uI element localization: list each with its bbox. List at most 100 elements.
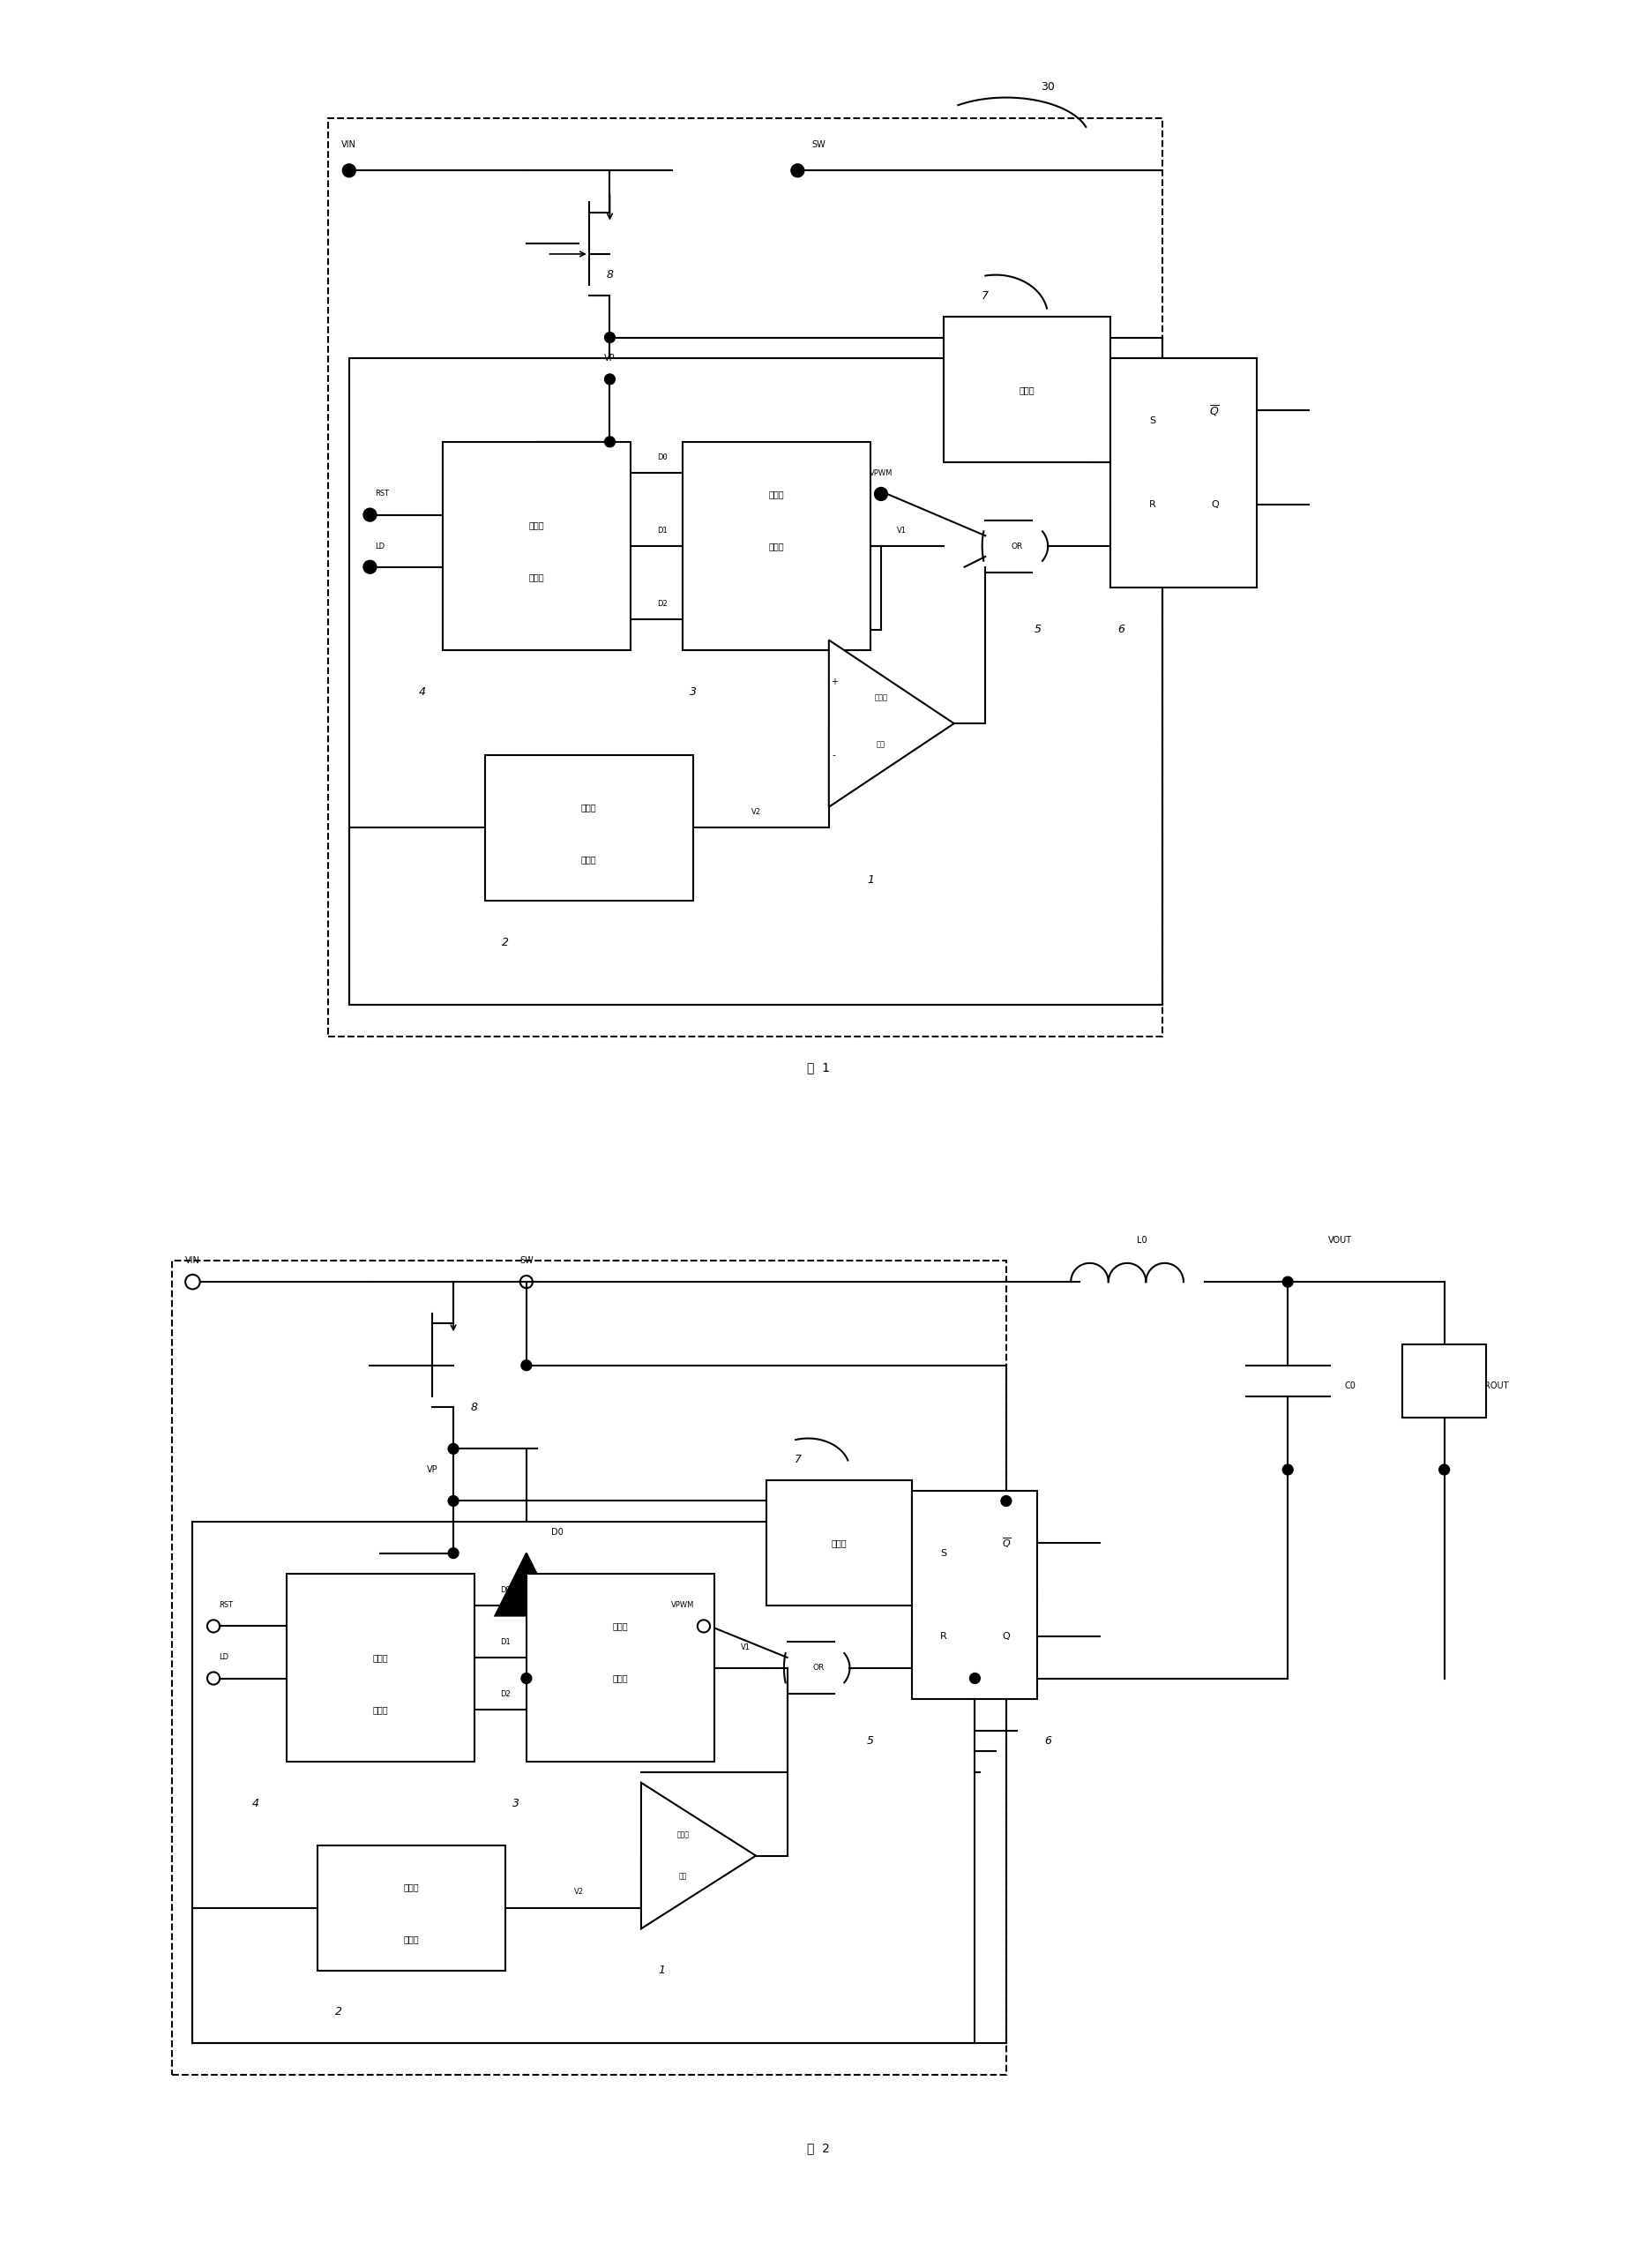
Circle shape	[342, 163, 355, 177]
Text: LD: LD	[219, 1653, 229, 1662]
Circle shape	[604, 331, 615, 342]
Text: S: S	[941, 1549, 946, 1558]
Circle shape	[1001, 1497, 1011, 1506]
Bar	[682, 442, 870, 651]
Text: SW: SW	[519, 1256, 533, 1266]
Circle shape	[363, 560, 376, 574]
Text: +: +	[829, 678, 838, 687]
Circle shape	[448, 1445, 458, 1454]
Text: 电流采: 电流采	[581, 803, 597, 812]
Bar	[766, 1481, 911, 1606]
Text: 30: 30	[1040, 82, 1054, 93]
Text: VPWM: VPWM	[869, 469, 892, 476]
Text: D1: D1	[501, 1637, 510, 1647]
Text: D0: D0	[551, 1529, 563, 1538]
Text: 值模块: 值模块	[612, 1674, 628, 1683]
Text: 振荡器: 振荡器	[1019, 386, 1034, 395]
Bar	[443, 442, 630, 651]
Text: 图  2: 图 2	[807, 2141, 829, 2155]
Text: 电流阈: 电流阈	[612, 1622, 628, 1631]
Text: 6: 6	[1117, 624, 1124, 635]
Text: 限流比: 限流比	[874, 694, 887, 701]
Text: D0: D0	[501, 1585, 510, 1594]
Bar	[348, 358, 1162, 1005]
Text: D2: D2	[656, 599, 667, 608]
Text: OR: OR	[811, 1665, 825, 1672]
Text: ROUT: ROUT	[1484, 1381, 1508, 1390]
Text: 电流采: 电流采	[404, 1882, 419, 1892]
Text: 8: 8	[605, 270, 614, 281]
Text: 6: 6	[1044, 1735, 1050, 1746]
Circle shape	[790, 163, 803, 177]
Text: C0: C0	[1345, 1381, 1355, 1390]
Text: 分频计: 分频计	[373, 1653, 388, 1662]
Text: 值模块: 值模块	[769, 542, 784, 551]
Text: 4: 4	[252, 1799, 258, 1810]
Circle shape	[604, 374, 615, 386]
Circle shape	[520, 1361, 532, 1370]
Text: L0: L0	[1135, 1236, 1147, 1245]
Circle shape	[1283, 1277, 1292, 1286]
Circle shape	[604, 435, 615, 447]
Text: $\overline{Q}$: $\overline{Q}$	[1209, 404, 1219, 417]
Text: 1: 1	[658, 1964, 666, 1975]
Bar	[1109, 358, 1256, 587]
Text: 4: 4	[419, 687, 425, 699]
Text: D2: D2	[501, 1690, 510, 1699]
Text: V1: V1	[739, 1642, 749, 1651]
Circle shape	[1438, 1465, 1449, 1474]
Text: 振荡器: 振荡器	[831, 1538, 846, 1547]
Text: 较器: 较器	[877, 739, 885, 748]
Text: R: R	[939, 1633, 947, 1642]
Text: 5: 5	[1034, 624, 1040, 635]
Bar	[527, 1574, 713, 1762]
Text: Q: Q	[1211, 499, 1217, 508]
Text: SW: SW	[811, 141, 825, 150]
Text: LD: LD	[375, 542, 384, 551]
Bar	[911, 1490, 1037, 1699]
Bar	[1402, 1345, 1485, 1418]
Text: 2: 2	[335, 2007, 342, 2019]
Text: 较器: 较器	[679, 1873, 687, 1880]
Text: 2: 2	[502, 937, 509, 948]
Bar	[286, 1574, 474, 1762]
Text: -: -	[831, 751, 836, 760]
Text: 数模块: 数模块	[528, 574, 545, 583]
Text: 3: 3	[689, 687, 697, 699]
Polygon shape	[641, 1783, 756, 1928]
Bar	[942, 318, 1109, 463]
Circle shape	[1283, 1465, 1292, 1474]
Text: VOUT: VOUT	[1327, 1236, 1351, 1245]
Text: 8: 8	[471, 1402, 478, 1413]
Polygon shape	[828, 640, 954, 807]
Bar	[317, 1846, 506, 1971]
Bar	[193, 1522, 975, 2043]
Text: 电流阈: 电流阈	[769, 490, 784, 499]
Text: D0: D0	[656, 454, 667, 460]
Circle shape	[969, 1674, 980, 1683]
Text: 样模块: 样模块	[404, 1935, 419, 1944]
Polygon shape	[494, 1554, 558, 1615]
Text: S: S	[1148, 417, 1155, 426]
Text: VIN: VIN	[342, 141, 357, 150]
Text: 3: 3	[512, 1799, 519, 1810]
Bar	[484, 755, 694, 900]
Text: 7: 7	[982, 290, 988, 302]
Bar	[172, 1261, 1006, 2075]
Text: V2: V2	[751, 807, 761, 816]
Text: OR: OR	[1011, 542, 1022, 551]
Text: V1: V1	[897, 526, 906, 535]
Text: VIN: VIN	[185, 1256, 200, 1266]
Text: R: R	[1148, 499, 1155, 508]
Text: 图  1: 图 1	[807, 1061, 829, 1075]
Text: V2: V2	[573, 1889, 582, 1896]
Text: RST: RST	[219, 1601, 232, 1610]
Text: VP: VP	[604, 354, 615, 363]
Text: VP: VP	[427, 1465, 438, 1474]
Circle shape	[520, 1674, 532, 1683]
Circle shape	[363, 508, 376, 522]
Text: VPWM: VPWM	[671, 1601, 694, 1610]
Text: RST: RST	[375, 490, 389, 499]
Circle shape	[448, 1547, 458, 1558]
Text: 分频计: 分频计	[528, 522, 545, 531]
